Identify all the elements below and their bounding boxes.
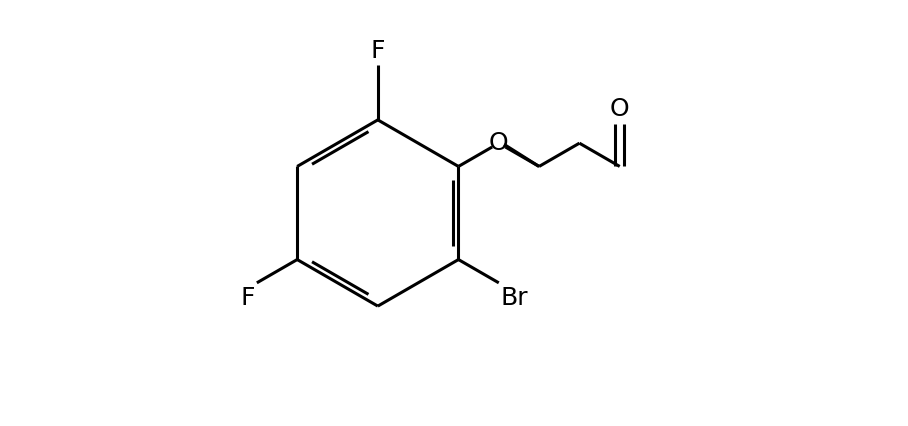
Text: O: O [489, 131, 508, 155]
Text: F: F [241, 286, 255, 310]
Text: Br: Br [501, 286, 528, 310]
Text: F: F [370, 39, 385, 63]
Text: O: O [610, 97, 629, 121]
